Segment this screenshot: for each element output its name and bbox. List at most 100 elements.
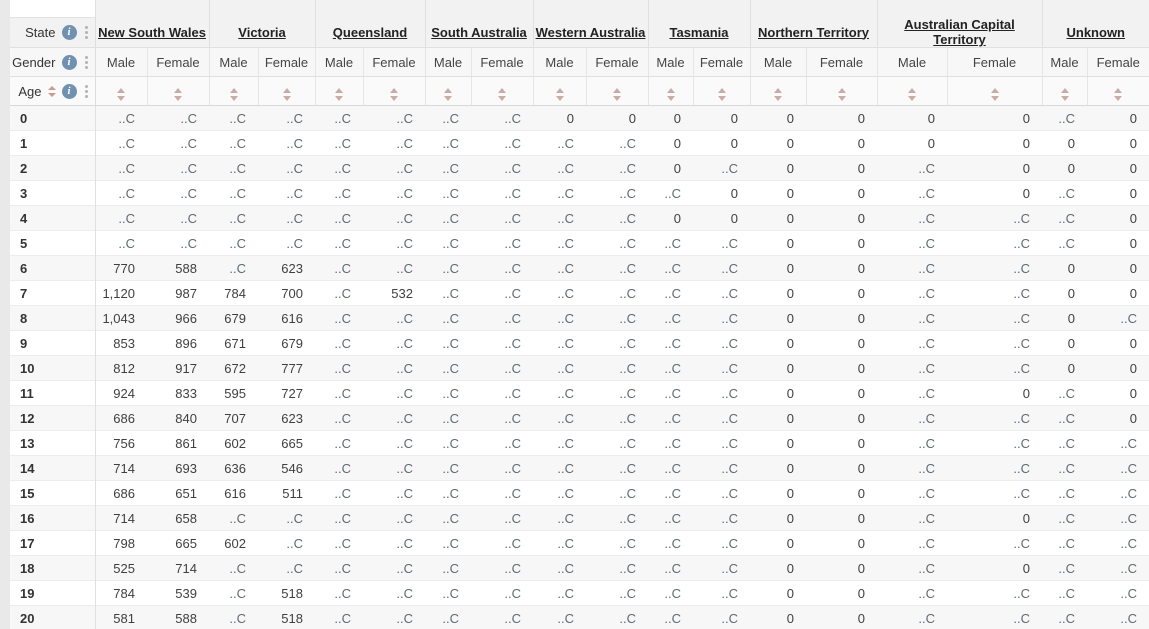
state-column-link[interactable]: Unknown bbox=[1066, 24, 1126, 40]
data-cell: ..C bbox=[619, 535, 636, 551]
data-cell: ..C bbox=[504, 360, 521, 376]
data-cell: 896 bbox=[175, 335, 197, 351]
data-cell: 588 bbox=[175, 610, 197, 626]
gender-dimension-cell: Gender i bbox=[10, 47, 96, 77]
data-cell: ..C bbox=[1013, 435, 1030, 451]
data-cell: ..C bbox=[918, 410, 935, 426]
data-cell: 0 bbox=[730, 210, 738, 226]
sort-icon[interactable] bbox=[117, 88, 125, 101]
data-cell: ..C bbox=[918, 385, 935, 401]
info-icon[interactable]: i bbox=[61, 54, 77, 70]
drag-handle-icon[interactable] bbox=[83, 55, 90, 70]
sort-icon[interactable] bbox=[666, 88, 675, 101]
data-cell: 784 bbox=[113, 585, 135, 601]
data-cell: 0 bbox=[1067, 335, 1075, 351]
column-sort-cell bbox=[94, 76, 147, 106]
data-cell: ..C bbox=[334, 260, 351, 276]
data-cell: 0 bbox=[857, 210, 865, 226]
data-cell: 0 bbox=[927, 135, 935, 151]
table-row: 10 812 917 672 777 ..C ..C ..C ..C ..C ..C ..C ..C 0 0… bbox=[10, 355, 1149, 381]
data-cell: ..C bbox=[504, 185, 521, 201]
state-column-link[interactable]: South Australia bbox=[431, 24, 527, 40]
state-column-link[interactable]: Western Australia bbox=[535, 24, 646, 40]
state-column-link[interactable]: Victoria bbox=[238, 24, 286, 40]
sort-icon[interactable] bbox=[837, 88, 846, 101]
gender-column-header: Female bbox=[257, 47, 315, 77]
data-cell: ..C bbox=[1058, 535, 1075, 551]
sort-icon[interactable] bbox=[174, 88, 182, 101]
state-column-link[interactable]: Australian Capital Territory bbox=[904, 17, 1015, 47]
data-cell: ..C bbox=[619, 460, 636, 476]
data-cell: 0 bbox=[1129, 235, 1137, 251]
age-sort-icon[interactable] bbox=[47, 85, 56, 97]
data-cell: ..C bbox=[442, 160, 459, 176]
data-cell: 840 bbox=[175, 410, 197, 426]
data-cell: 0 bbox=[1022, 510, 1030, 526]
sort-icon[interactable] bbox=[282, 88, 291, 101]
data-cell: ..C bbox=[334, 585, 351, 601]
sort-icon[interactable] bbox=[990, 88, 999, 101]
drag-handle-icon[interactable] bbox=[83, 25, 90, 40]
sort-icon[interactable] bbox=[1114, 88, 1123, 101]
data-cell: 784 bbox=[224, 285, 246, 301]
data-cell: 0 bbox=[566, 110, 574, 126]
data-cell: 658 bbox=[175, 510, 197, 526]
data-cell: ..C bbox=[721, 585, 738, 601]
data-cell: ..C bbox=[918, 235, 935, 251]
column-sort-cell bbox=[692, 76, 750, 106]
column-sort-cell bbox=[647, 76, 693, 106]
data-cell: ..C bbox=[396, 535, 413, 551]
data-cell: 0 bbox=[730, 135, 738, 151]
sort-icon[interactable] bbox=[908, 88, 916, 101]
state-column-link[interactable]: New South Wales bbox=[98, 24, 206, 40]
sort-icon[interactable] bbox=[444, 88, 452, 101]
data-cell: ..C bbox=[334, 160, 351, 176]
data-cell: ..C bbox=[229, 510, 246, 526]
data-cell: ..C bbox=[396, 460, 413, 476]
sort-icon[interactable] bbox=[613, 88, 621, 101]
row-header-age: 12 bbox=[10, 405, 96, 431]
data-cell: ..C bbox=[442, 210, 459, 226]
data-cell: 0 bbox=[857, 385, 865, 401]
data-cell: ..C bbox=[504, 585, 521, 601]
data-cell: 0 bbox=[786, 385, 794, 401]
data-cell: ..C bbox=[918, 535, 935, 551]
data-cell: ..C bbox=[619, 210, 636, 226]
sort-icon[interactable] bbox=[1060, 88, 1069, 101]
data-cell: 0 bbox=[786, 185, 794, 201]
sort-icon[interactable] bbox=[498, 88, 506, 101]
data-cell: ..C bbox=[619, 185, 636, 201]
data-cell: ..C bbox=[619, 485, 636, 501]
state-column-link[interactable]: Northern Territory bbox=[758, 24, 869, 40]
info-icon[interactable]: i bbox=[61, 24, 77, 40]
data-cell: ..C bbox=[664, 510, 681, 526]
data-cell: 0 bbox=[786, 285, 794, 301]
sort-icon[interactable] bbox=[774, 88, 782, 101]
data-cell: ..C bbox=[557, 485, 574, 501]
state-column-link[interactable]: Tasmania bbox=[669, 24, 729, 40]
gender-column-header: Female bbox=[470, 47, 533, 77]
data-cell: ..C bbox=[557, 585, 574, 601]
data-cell: ..C bbox=[334, 435, 351, 451]
state-column-link[interactable]: Queensland bbox=[332, 24, 408, 40]
info-icon[interactable]: i bbox=[61, 83, 77, 99]
corner-spacer bbox=[10, 0, 95, 18]
sort-icon[interactable] bbox=[390, 88, 398, 101]
data-cell: ..C bbox=[504, 485, 521, 501]
sort-icon[interactable] bbox=[717, 88, 726, 101]
data-cell: ..C bbox=[557, 360, 574, 376]
table-row: 5 ..C ..C ..C ..C ..C ..C ..C ..C ..C ..C ..C ..C 0 0.… bbox=[10, 230, 1149, 256]
data-cell: ..C bbox=[442, 235, 459, 251]
data-cell: ..C bbox=[619, 285, 636, 301]
column-sort-cell bbox=[208, 76, 258, 106]
data-cell: 686 bbox=[113, 410, 135, 426]
data-cell: ..C bbox=[504, 560, 521, 576]
sort-icon[interactable] bbox=[335, 88, 343, 101]
table-row: 20 581 588 ..C 518 ..C ..C ..C ..C ..C ..C ..C ..C 0 0… bbox=[10, 605, 1149, 629]
table-row: 13 756 861 602 665 ..C ..C ..C ..C ..C ..C ..C ..C 0 0… bbox=[10, 430, 1149, 456]
sort-icon[interactable] bbox=[555, 88, 564, 101]
sort-icon[interactable] bbox=[229, 88, 238, 101]
drag-handle-icon[interactable] bbox=[83, 84, 90, 99]
data-cell: ..C bbox=[664, 560, 681, 576]
data-cell: ..C bbox=[180, 210, 197, 226]
